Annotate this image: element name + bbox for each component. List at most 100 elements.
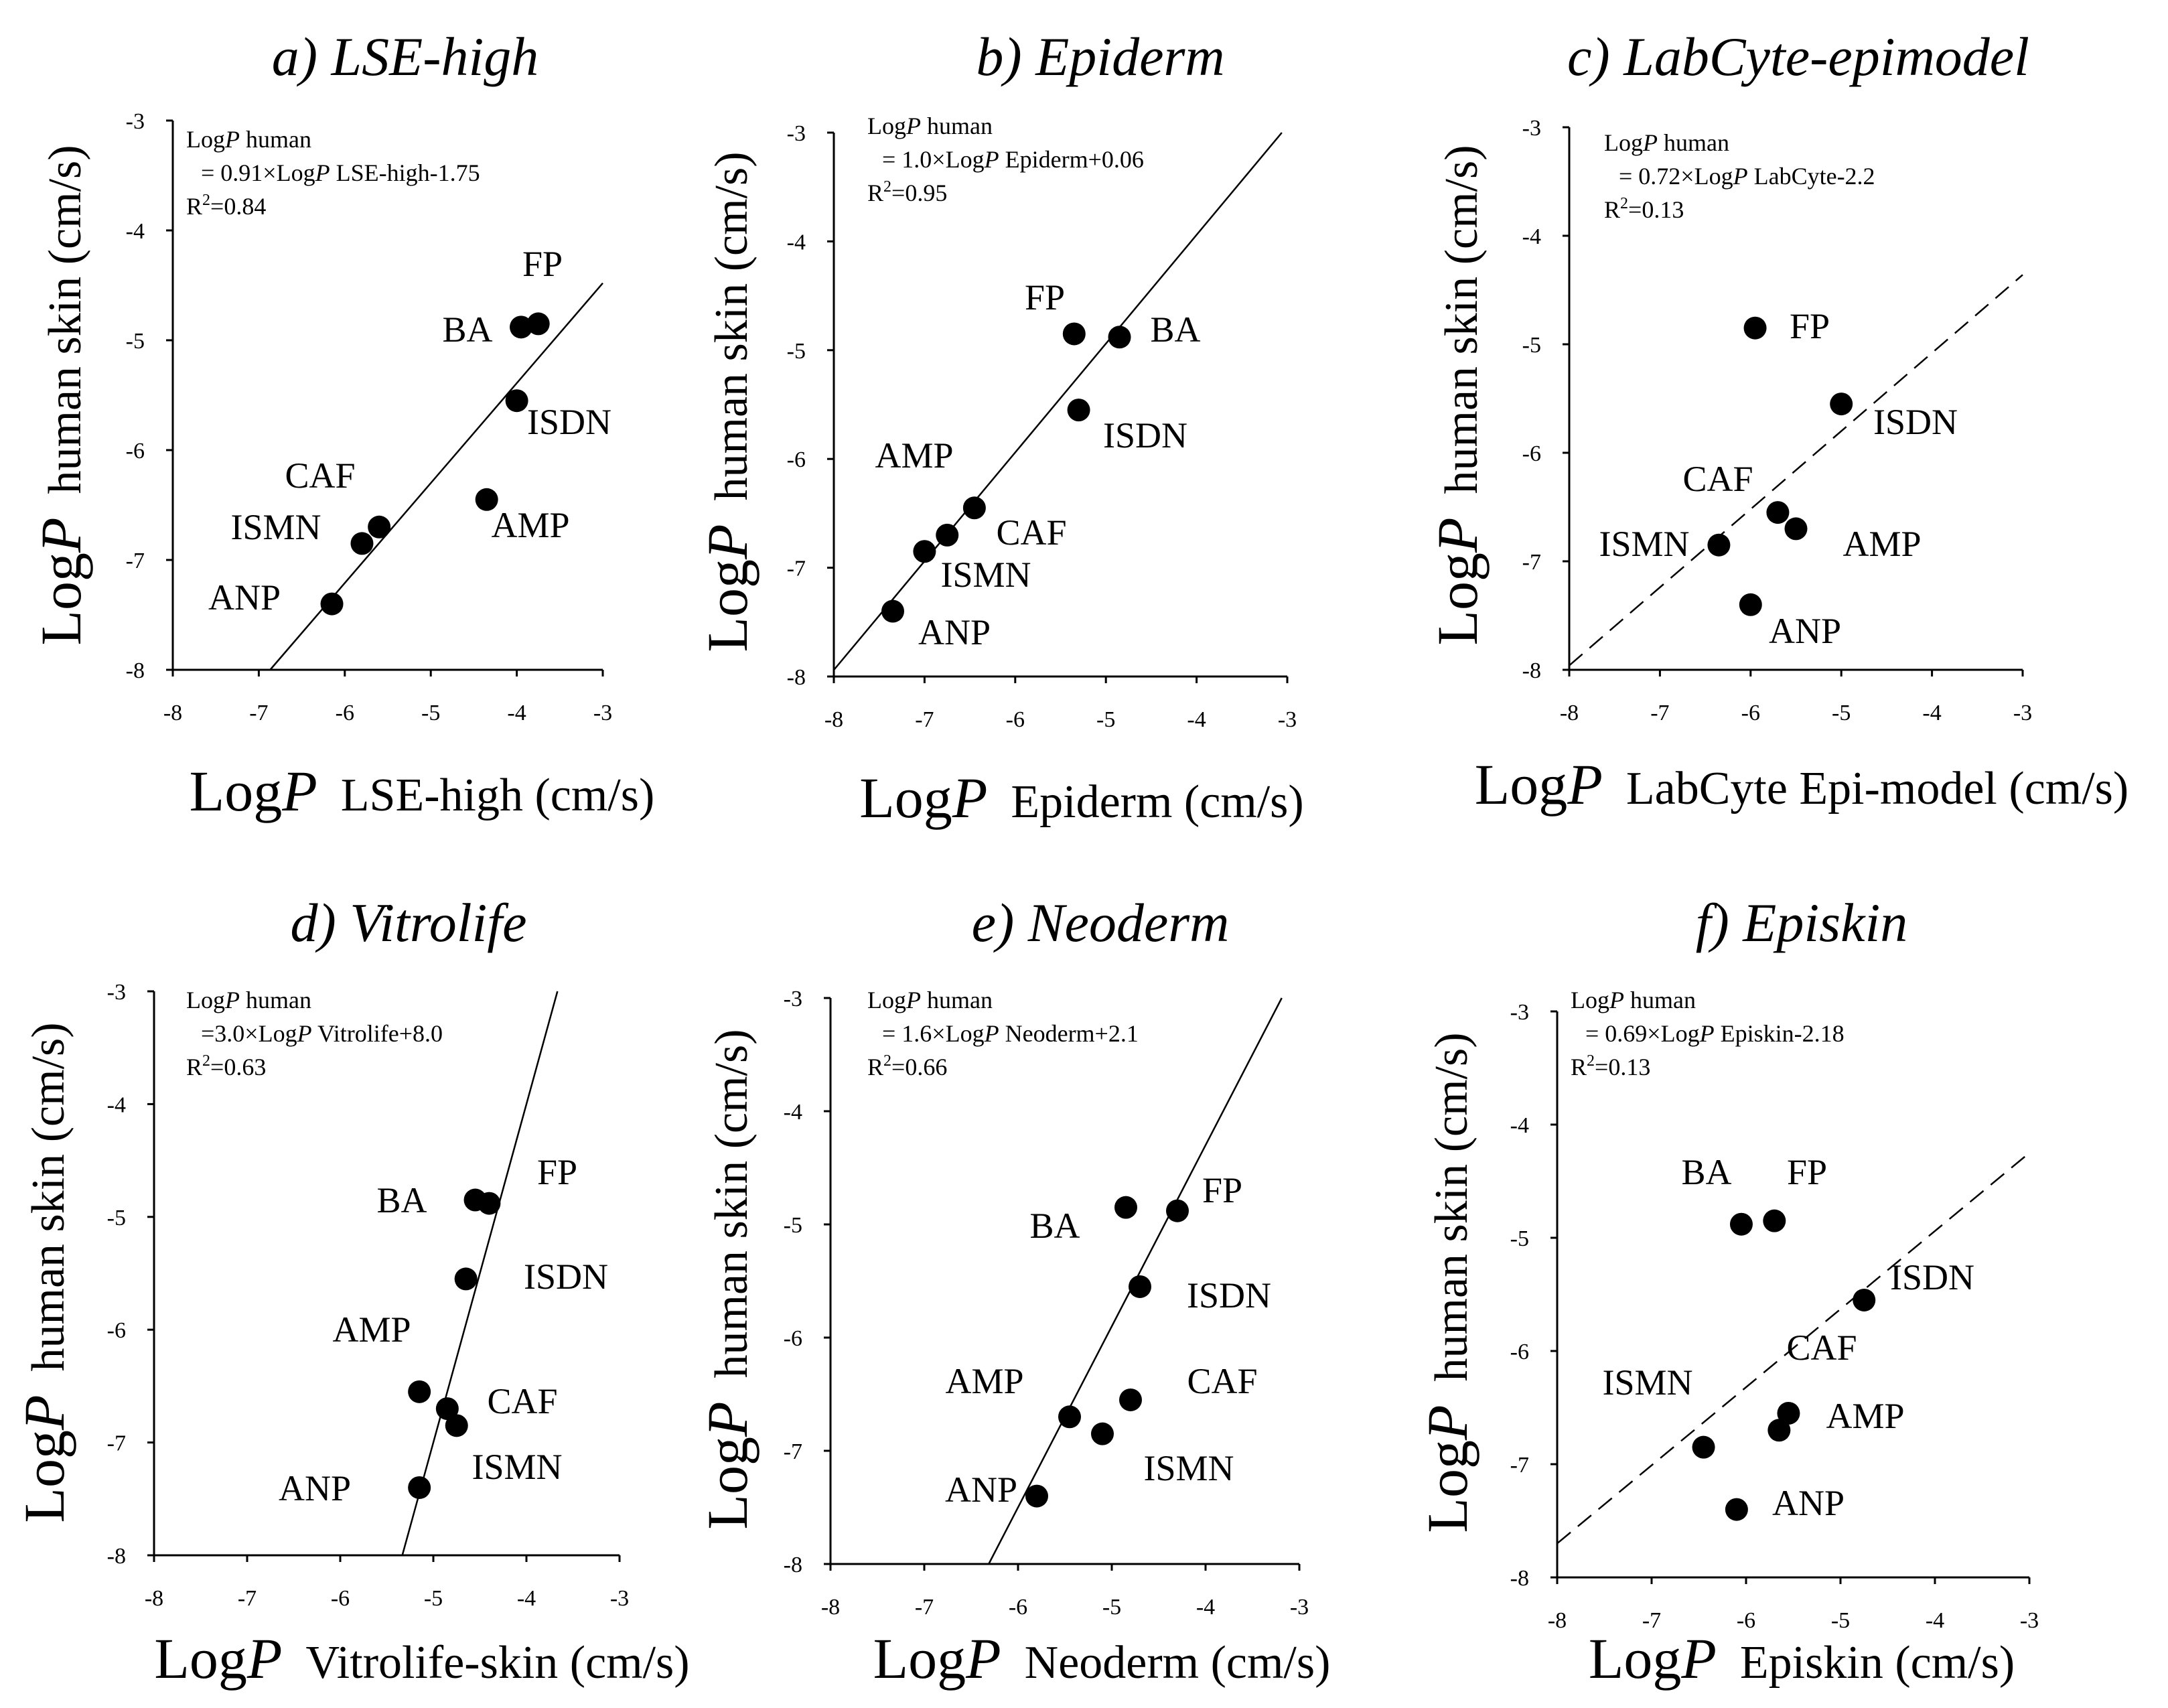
point-label-isdn: ISDN (527, 402, 611, 442)
data-point-caf (1119, 1388, 1142, 1411)
point-label-caf: CAF (285, 455, 355, 496)
chart-title: f) Episkin (1696, 892, 1908, 953)
equation-line-2: =3.0×LogP Vitrolife+8.0 (201, 1020, 443, 1047)
r-squared: R2=0.66 (867, 1052, 947, 1080)
y-tick-label: -6 (126, 439, 145, 464)
x-tick-label: -6 (1009, 1595, 1027, 1620)
x-axis-label: LogP Vitrolife-skin (cm/s) (154, 1626, 689, 1691)
r-squared: R2=0.13 (1604, 195, 1684, 223)
data-point-amp (475, 488, 498, 511)
data-point-isdn (505, 389, 528, 413)
data-point-ba (510, 315, 533, 339)
y-tick-label: -5 (787, 339, 806, 364)
x-axis-label: LogP Epiderm (cm/s) (859, 766, 1303, 830)
x-tick-label: -5 (1096, 707, 1115, 732)
y-tick-label: -5 (126, 329, 145, 354)
y-axis-label: LogP human skin (cm/s) (1425, 145, 1490, 645)
data-point-fp (1763, 1209, 1786, 1232)
point-label-ismn: ISMN (1143, 1448, 1234, 1488)
data-point-amp (408, 1380, 431, 1403)
data-point-fp (1166, 1199, 1189, 1222)
y-tick-label: -4 (784, 1100, 802, 1125)
y-tick-label: -8 (107, 1544, 126, 1569)
x-tick-label: -5 (1831, 1608, 1850, 1633)
chart-title: c) LabCyte-epimodel (1567, 26, 2029, 87)
x-tick-label: -8 (1548, 1608, 1567, 1633)
data-point-anp (1725, 1498, 1748, 1521)
x-axis-label: LogP Episkin (cm/s) (1589, 1626, 2015, 1691)
x-tick-label: -3 (593, 701, 612, 725)
point-label-amp: AMP (1826, 1396, 1904, 1436)
y-tick-label: -7 (787, 557, 806, 581)
point-label-caf: CAF (487, 1381, 557, 1421)
point-label-ismn: ISMN (472, 1447, 562, 1487)
data-point-ismn (913, 540, 936, 563)
equation-line-1: LogP human (186, 987, 311, 1013)
data-point-ismn (445, 1414, 468, 1437)
equation-line-2: = 1.0×LogP Epiderm+0.06 (882, 146, 1144, 173)
y-tick-label: -4 (1510, 1113, 1529, 1138)
r-squared: R2=0.84 (186, 192, 266, 220)
point-label-ismn: ISMN (1602, 1362, 1692, 1403)
point-label-ismn: ISMN (940, 555, 1031, 595)
data-point-fp (1062, 322, 1086, 346)
equation-line-2: = 0.91×LogP LSE-high-1.75 (201, 159, 480, 186)
data-point-isdn (1129, 1275, 1151, 1298)
y-tick-label: -4 (126, 219, 145, 244)
y-tick-label: -4 (107, 1092, 126, 1117)
data-point-ismn (1707, 533, 1731, 557)
regression-line (1569, 274, 2023, 666)
x-axis-label: LogP LabCyte Epi-model (cm/s) (1475, 752, 2128, 816)
y-tick-label: -4 (787, 230, 806, 255)
data-point-isdn (454, 1267, 478, 1291)
y-tick-label: -8 (1522, 658, 1541, 683)
equation-line-1: LogP human (867, 113, 993, 139)
x-tick-label: -6 (336, 701, 354, 725)
data-point-ba (1114, 1196, 1137, 1219)
point-label-fp: FP (1025, 277, 1065, 317)
data-point-amp (962, 496, 986, 520)
x-axis-label: LogP LSE-high (cm/s) (190, 759, 655, 823)
x-tick-label: -4 (517, 1586, 536, 1611)
x-tick-label: -4 (1926, 1608, 1944, 1633)
data-point-ismn (1091, 1422, 1114, 1445)
y-tick-label: -8 (784, 1553, 802, 1577)
x-tick-label: -8 (163, 701, 182, 725)
chart-title: a) LSE-high (272, 26, 539, 87)
y-axis-label: LogP human skin (cm/s) (12, 1022, 76, 1522)
equation-line-2: = 0.69×LogP Episkin-2.18 (1585, 1020, 1845, 1047)
r-squared: R2=0.95 (867, 178, 947, 206)
x-tick-label: -4 (507, 701, 526, 725)
x-tick-label: -5 (1102, 1595, 1121, 1620)
data-point-anp (320, 592, 344, 616)
data-point-isdn (1067, 399, 1090, 422)
y-tick-label: -3 (1510, 1000, 1529, 1025)
data-point-caf (1777, 1401, 1800, 1425)
y-tick-label: -8 (126, 658, 145, 683)
x-tick-label: -4 (1196, 1595, 1215, 1620)
chart-panel-b: b) Epiderm -8 -7 -6 -5 -4 -3 -8 -7 -6 -5 -4 -3 LogP E… (695, 26, 1304, 830)
data-point-fp (526, 312, 550, 336)
x-tick-label: -6 (1741, 701, 1760, 725)
point-label-fp: FP (522, 244, 563, 284)
y-tick-label: -6 (1522, 441, 1541, 466)
regression-line (401, 991, 559, 1556)
x-tick-label: -4 (1922, 701, 1941, 725)
x-tick-label: -3 (1290, 1595, 1309, 1620)
y-tick-label: -7 (1510, 1453, 1529, 1478)
data-point-amp (1767, 1419, 1791, 1442)
x-tick-label: -3 (2013, 701, 2032, 725)
point-label-caf: CAF (1786, 1328, 1857, 1368)
data-point-ba (1108, 326, 1131, 349)
point-label-fp: FP (537, 1152, 577, 1192)
data-point-ismn (350, 532, 374, 555)
y-tick-label: -7 (784, 1439, 802, 1464)
point-label-ba: BA (1681, 1152, 1731, 1192)
y-tick-label: -6 (787, 447, 806, 472)
data-point-caf (1766, 501, 1790, 524)
y-tick-label: -4 (1522, 224, 1541, 249)
y-tick-label: -7 (1522, 550, 1541, 575)
point-label-isdn: ISDN (1873, 402, 1958, 442)
regression-line (833, 132, 1283, 671)
x-tick-label: -7 (249, 701, 268, 725)
